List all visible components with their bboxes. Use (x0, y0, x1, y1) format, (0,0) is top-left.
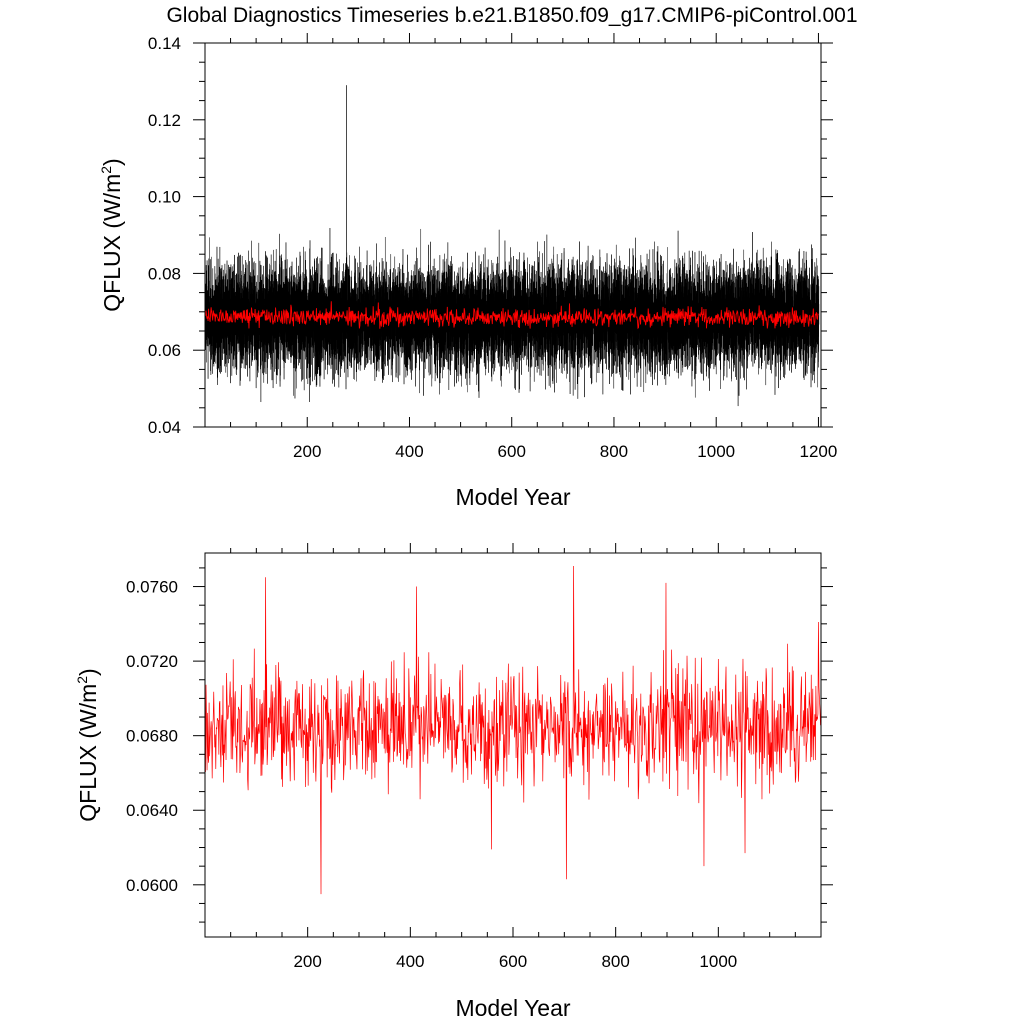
top-series-layer (205, 85, 820, 407)
y-axis-label-main: QFLUX (W/m (99, 174, 125, 312)
top-panel: 200 400 600 800 1000 1200 0.04 0.06 0.08 0.10 0.12… (98, 33, 837, 510)
monthly-series-line (205, 85, 820, 407)
y-tick-label: 0.0720 (126, 652, 178, 671)
y-tick-label: 0.08 (148, 264, 181, 283)
x-tick-label: 800 (601, 952, 629, 971)
x-tick-label: 1000 (697, 442, 735, 461)
x-tick-label: 600 (498, 442, 526, 461)
y-tick-label: 0.10 (148, 188, 181, 207)
y-tick-label: 0.06 (148, 341, 181, 360)
x-tick-label: 600 (499, 952, 527, 971)
top-axes-layer: 200 400 600 800 1000 1200 0.04 0.06 0.08 0.10 0.12… (98, 33, 837, 510)
y-axis-label-superscript: 2 (98, 166, 114, 174)
bottom-axes-layer: 200 400 600 800 1000 0.0600 0.0640 0.0680 0.0720… (74, 543, 833, 1021)
y-axis-label-main: QFLUX (W/m (75, 684, 101, 822)
x-axis-label: Model Year (455, 995, 570, 1021)
top-plot-frame (204, 42, 822, 428)
y-axis-label-close: ) (75, 668, 101, 676)
y-tick-label: 0.0600 (126, 876, 178, 895)
y-tick-label: 0.04 (148, 418, 181, 437)
annual-series-line-top (205, 301, 819, 330)
y-axis-label: QFLUX (W/m2) (74, 668, 101, 821)
y-axis-label-superscript: 2 (74, 676, 90, 684)
x-tick-label: 400 (396, 952, 424, 971)
annual-series-line-bottom (205, 566, 821, 895)
y-tick-label: 0.0760 (126, 578, 178, 597)
x-tick-label: 200 (293, 952, 321, 971)
y-tick-label: 0.0680 (126, 727, 178, 746)
x-axis-label: Model Year (455, 484, 570, 510)
x-tick-label: 800 (600, 442, 628, 461)
y-tick-label: 0.14 (148, 34, 181, 53)
y-axis-label-close: ) (99, 158, 125, 166)
x-tick-label: 200 (293, 442, 321, 461)
bottom-series-layer (205, 566, 821, 895)
x-tick-label: 1000 (699, 952, 737, 971)
bottom-panel: 200 400 600 800 1000 0.0600 0.0640 0.0680 0.0720… (74, 543, 833, 1021)
x-tick-label: 400 (395, 442, 423, 461)
y-axis-label: QFLUX (W/m2) (98, 158, 125, 311)
y-tick-label: 0.0640 (126, 801, 178, 820)
y-tick-label: 0.12 (148, 111, 181, 130)
chart-title: Global Diagnostics Timeseries b.e21.B185… (166, 4, 858, 27)
x-tick-label: 1200 (800, 442, 838, 461)
